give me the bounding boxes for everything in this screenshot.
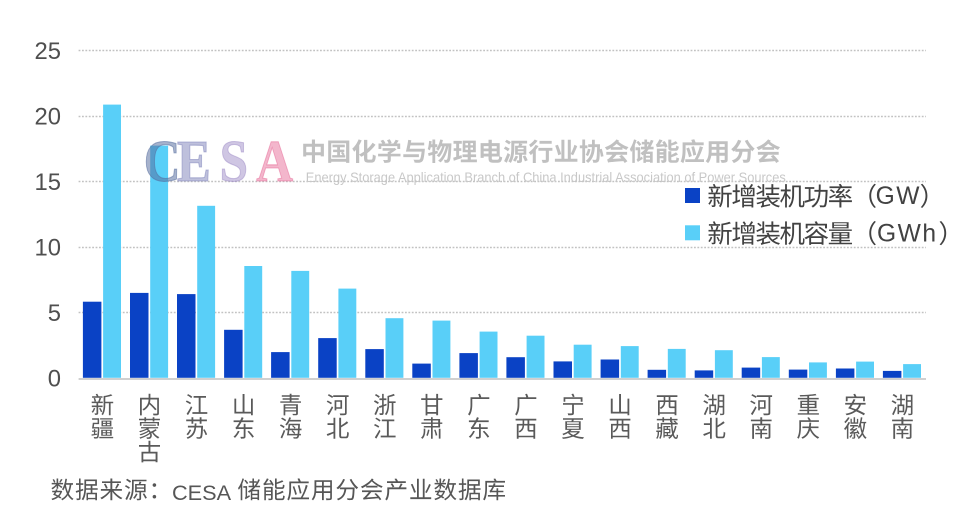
svg-text:S: S: [220, 129, 248, 194]
svg-text:10: 10: [35, 235, 61, 262]
svg-text:A: A: [256, 129, 293, 194]
svg-text:Energy Storage Application Bra: Energy Storage Application Branch of Chi…: [306, 169, 786, 185]
svg-text:C: C: [144, 129, 181, 194]
svg-text:0: 0: [48, 366, 61, 393]
svg-text:5: 5: [48, 300, 61, 327]
svg-text:25: 25: [35, 38, 61, 65]
svg-text:CESA: CESA: [172, 480, 232, 505]
svg-text:E: E: [177, 129, 211, 194]
svg-text:GWh: GWh: [877, 220, 938, 247]
svg-text:15: 15: [35, 169, 61, 196]
svg-text:GW: GW: [876, 183, 921, 210]
svg-text:20: 20: [35, 103, 61, 130]
